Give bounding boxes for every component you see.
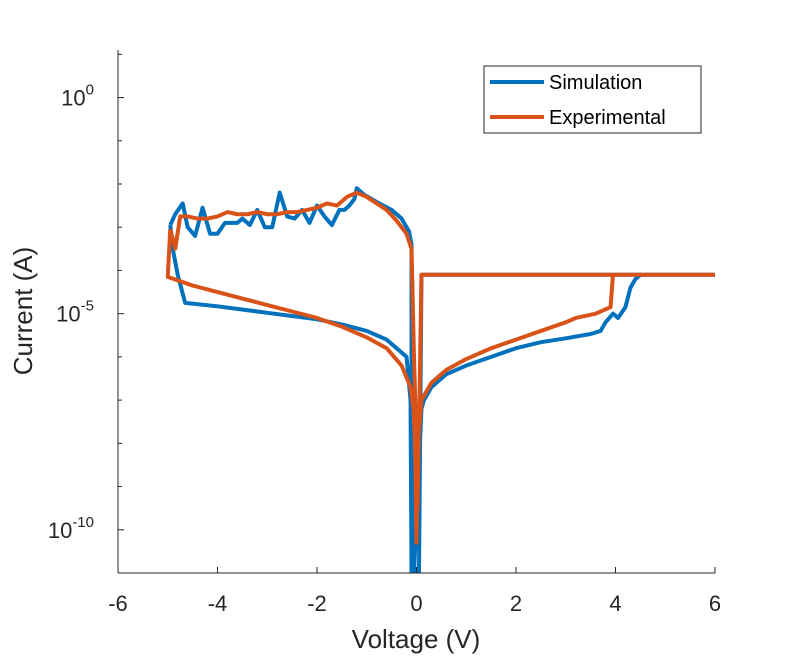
x-tick-label: 4 — [609, 591, 621, 616]
y-axis-title: Current (A) — [8, 247, 38, 376]
y-tick-label: 10-5 — [56, 298, 94, 327]
series-layer — [165, 186, 715, 573]
x-tick-label: -4 — [208, 591, 228, 616]
y-tick-label: 10-10 — [48, 514, 94, 543]
x-tick-label: 2 — [510, 591, 522, 616]
y-ticks: 100 10-5 10-10 — [48, 53, 124, 574]
y-tick-label: 100 — [61, 82, 94, 111]
x-tick-label: -6 — [108, 591, 128, 616]
legend: Simulation Experimental — [483, 65, 702, 134]
x-ticks: -6 -4 -2 0 2 4 6 — [108, 567, 721, 616]
x-tick-label: 0 — [410, 591, 422, 616]
series-experimental-line — [165, 190, 715, 545]
legend-simulation-label: Simulation — [549, 72, 642, 94]
legend-box — [483, 65, 702, 134]
legend-experimental-label: Experimental — [549, 107, 666, 129]
x-tick-label: 6 — [709, 591, 721, 616]
x-axis-title: Voltage (V) — [352, 624, 481, 654]
x-tick-label: -2 — [307, 591, 327, 616]
